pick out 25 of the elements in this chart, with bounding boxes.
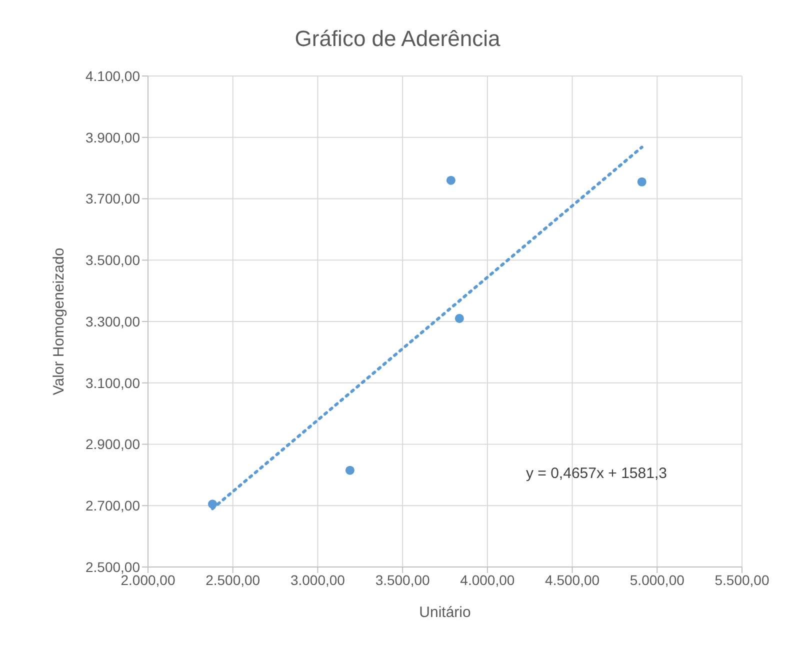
x-tick-label: 4.000,00: [460, 572, 515, 588]
x-tick-label: 3.500,00: [375, 572, 430, 588]
point: [345, 466, 354, 475]
x-tick-label: 2.500,00: [206, 572, 260, 588]
x-tick-label: 3.000,00: [290, 572, 346, 588]
y-tick-label: 2.500,00: [86, 558, 140, 575]
chart-title: Gráfico de Aderência: [294, 26, 502, 52]
x-tick-label: 5.000,00: [630, 572, 685, 588]
point: [208, 500, 218, 509]
x-axis-title: Unitário: [419, 604, 471, 621]
y-tick-label: 3.900,00: [86, 129, 140, 146]
point: [446, 176, 456, 185]
y-tick-label: 3.300,00: [86, 313, 140, 330]
annotation: y = 0,4657x + 1581,3: [526, 465, 667, 482]
y-tick-label: 4.100,00: [86, 68, 140, 84]
point: [454, 314, 464, 323]
x-tick-label: 5.500,00: [714, 572, 770, 588]
y-tick-label: 3.100,00: [86, 374, 140, 391]
y-axis-title: Valor Homogeneizado: [50, 248, 68, 396]
y-tick-label: 3.700,00: [86, 190, 140, 207]
y-tick-label: 3.500,00: [86, 252, 140, 268]
y-tick-label: 2.700,00: [86, 498, 140, 514]
x-tick-label: 4.500,00: [545, 572, 600, 588]
point: [637, 177, 646, 186]
y-tick-label: 2.900,00: [86, 436, 140, 452]
